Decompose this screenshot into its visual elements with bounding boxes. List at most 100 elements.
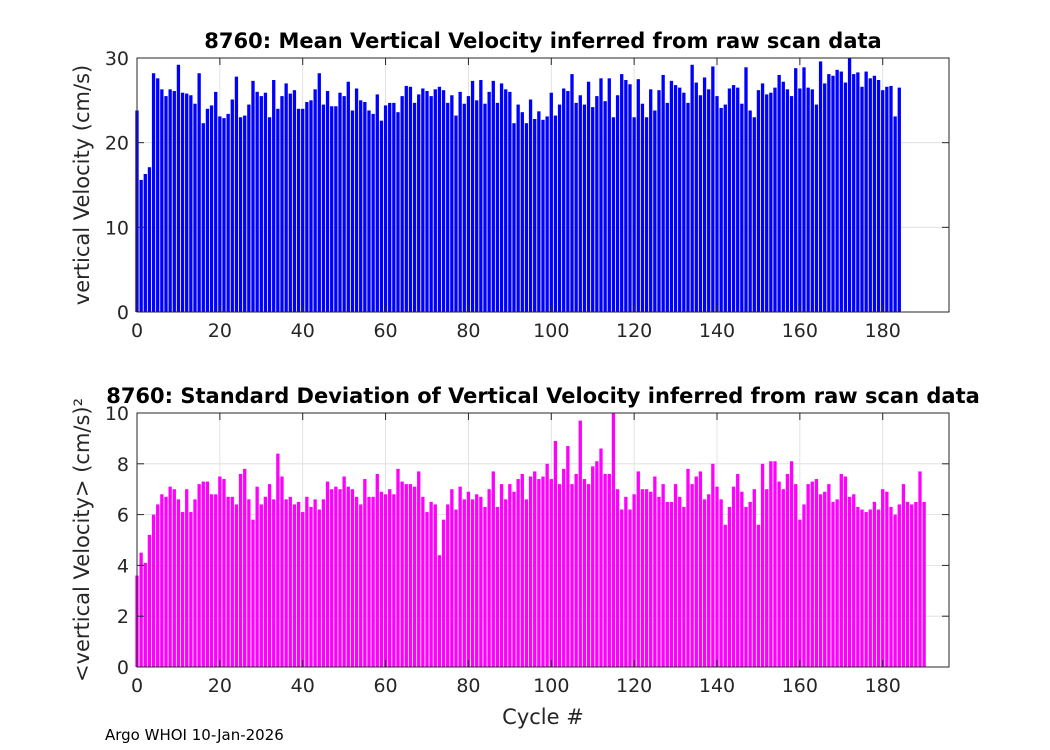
stddev-velocity-bar [769,461,773,667]
mean-velocity-bar [317,73,321,313]
stddev-velocity-bar [437,555,442,667]
stddev-velocity-title: 8760: Standard Deviation of Vertical Vel… [106,384,980,408]
stddev-velocity-bar [910,504,914,667]
stddev-velocity-bar [810,481,814,667]
stddev-velocity-bar [255,486,259,667]
mean-velocity-bar [417,94,421,312]
mean-velocity-bar [475,100,479,312]
stddev-velocity-bar [731,486,736,667]
stddev-velocity-bar [781,489,785,667]
stddev-velocity-bar [499,484,504,667]
mean-velocity-bar [470,80,475,312]
stddev-velocity-bar [243,468,247,667]
mean-velocity-bar [156,78,160,312]
stddev-velocity-bar [284,499,288,667]
stddev-velocity-bar [429,501,433,667]
mean-velocity-bar [363,102,367,312]
stddev-velocity-bar [665,501,669,667]
stddev-velocity-bar [653,476,657,667]
mean-velocity-frame [136,57,950,313]
stddev-velocity-bar [301,512,305,667]
stddev-velocity-bar [495,506,500,667]
stddev-velocity-bar [644,489,649,667]
mean-velocity-bar [661,74,665,313]
stddev-velocity-bar [893,514,897,667]
stddev-velocity-bar [466,491,471,667]
stddev-velocity-bar [578,420,582,667]
mean-velocity-bar [350,110,355,313]
mean-velocity-bar [284,83,288,313]
mean-velocity-bar [499,83,504,313]
mean-velocity-bar [354,88,359,312]
mean-velocity-bar [160,89,164,312]
stddev-velocity-xtick-label: 180 [865,675,901,697]
mean-velocity-bar [458,91,462,313]
stddev-velocity-bar [441,519,446,667]
stddev-velocity-bar [483,506,487,667]
mean-velocity-bar [615,95,620,312]
stddev-velocity-bar [400,481,404,667]
stddev-velocity-bar [765,489,769,667]
mean-velocity-bar [201,123,205,312]
stddev-velocity-bar [802,504,806,667]
stddev-velocity-bar [541,476,545,667]
stddev-velocity-bar [296,501,301,667]
mean-velocity-bar [516,104,520,312]
mean-velocity-bar [798,88,802,312]
mean-velocity-bar [686,102,690,313]
mean-velocity-bar [777,74,781,313]
stddev-velocity-bar [537,479,541,667]
mean-velocity-bar [744,67,748,312]
mean-velocity-bar [748,110,752,313]
stddev-velocity-bar [785,473,790,667]
mean-velocity-bar [582,104,587,312]
stddev-velocity-bar [396,468,400,667]
stddev-velocity-bar [549,479,553,667]
mean-velocity-bar [466,96,471,312]
stddev-velocity-bar [479,496,483,667]
stddev-velocity-bar [325,481,330,667]
stddev-velocity-bar [640,489,645,667]
stddev-velocity-bar [259,504,263,667]
mean-velocity-bar [806,87,810,312]
stddev-velocity-bar [164,496,168,667]
stddev-velocity-ticks: 0 20 40 60 80 100 120 140 160 180 0 2 4 6 8 10 [105,403,949,697]
mean-velocity-title: 8760: Mean Vertical Velocity inferred fr… [204,29,881,53]
mean-velocity-bar [151,73,156,313]
stddev-velocity-bar [251,519,255,667]
mean-velocity-bar [864,71,868,312]
stddev-velocity-bar [868,509,872,667]
mean-velocity-bar [715,96,719,312]
stddev-velocity-xtick-label: 80 [456,675,480,697]
mean-velocity-bar [653,110,657,313]
stddev-velocity-bar [702,499,707,667]
stddev-velocity-bar [881,489,885,667]
mean-velocity-bar [528,99,533,313]
mean-velocity-bar [441,90,446,312]
stddev-velocity-bar [624,496,628,667]
mean-velocity-ytick-label: 20 [105,133,129,155]
mean-velocity-bar [649,89,653,312]
stddev-velocity-bar [897,504,901,667]
stddev-velocity-xtick-label: 20 [208,675,232,697]
stddev-velocity-bar [669,501,674,667]
stddev-velocity-bar [798,519,802,667]
stddev-velocity-bar [470,499,475,667]
mean-velocity-bar [301,108,305,312]
mean-velocity-bar [408,86,413,312]
mean-velocity-bar [690,64,694,313]
stddev-velocity-bar [462,499,466,667]
mean-velocity-xtick-label: 180 [865,320,901,342]
mean-velocity-bar [483,103,487,312]
mean-velocity-bar [379,120,384,313]
mean-velocity-bar [296,108,301,312]
mean-velocity-bar [628,84,632,312]
stddev-velocity-bar [852,494,856,667]
stddev-velocity-bar [661,484,665,667]
mean-velocity-bar [226,113,230,312]
mean-velocity-bar [620,74,624,312]
mean-velocity-bar [400,96,404,312]
stddev-velocity-bar [831,501,835,667]
mean-velocity-bar [599,78,603,312]
